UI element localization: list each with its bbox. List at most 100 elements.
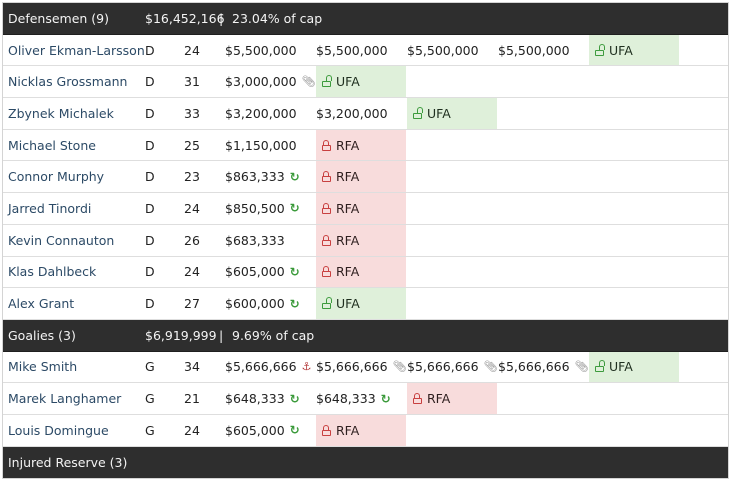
- paperclip-icon[interactable]: 📎︎: [574, 360, 589, 374]
- lock-open-icon: [595, 360, 605, 373]
- player-row: Mike Smith G 34 $5,666,666 ⚓︎ $5,666,666 📎…: [3, 351, 728, 384]
- salary-year-4: $5,500,000: [498, 42, 570, 58]
- section-title: Defensemen (9): [8, 10, 110, 26]
- player-name-link[interactable]: Jarred Tinordi: [8, 200, 92, 216]
- free-agent-status: UFA: [589, 34, 679, 66]
- player-age: 26: [184, 232, 200, 248]
- refresh-icon[interactable]: ↻: [380, 391, 391, 406]
- free-agent-status: RFA: [316, 193, 406, 224]
- player-age: 27: [184, 296, 200, 312]
- player-position: D: [145, 42, 155, 58]
- free-agent-status: UFA: [316, 288, 406, 319]
- section-header-defensemen: Defensemen (9) $16,452,166 | 23.04% of c…: [3, 3, 728, 35]
- free-agent-status: RFA: [316, 414, 406, 446]
- salary-year-1: $648,333 ↻: [225, 391, 300, 407]
- player-position: D: [145, 264, 155, 280]
- refresh-icon[interactable]: ↻: [289, 391, 300, 406]
- player-name-link[interactable]: Oliver Ekman-Larsson: [8, 42, 145, 58]
- section-title: Goalies (3): [8, 327, 76, 343]
- player-row: Louis Domingue G 24 $605,000 ↻ RFA: [3, 414, 728, 447]
- salary-year-1: $1,150,000: [225, 137, 297, 153]
- player-name-link[interactable]: Connor Murphy: [8, 169, 105, 185]
- lock-closed-icon: [322, 424, 332, 436]
- player-name-link[interactable]: Michael Stone: [8, 137, 96, 153]
- player-name-link[interactable]: Kevin Connauton: [8, 232, 115, 248]
- free-agent-status: RFA: [407, 383, 497, 414]
- lock-closed-icon: [322, 234, 332, 246]
- player-row: Jarred Tinordi D 24 $850,500 ↻ RFA: [3, 193, 728, 225]
- player-name-link[interactable]: Louis Domingue: [8, 422, 109, 438]
- salary-year-3: $5,666,666 📎︎: [407, 359, 498, 375]
- salary-year-1: $683,333: [225, 232, 285, 248]
- section-separator: |: [219, 10, 224, 26]
- paperclip-icon[interactable]: 📎︎: [392, 360, 407, 374]
- lock-open-icon: [595, 43, 605, 56]
- refresh-icon[interactable]: ↻: [289, 201, 300, 216]
- player-name-link[interactable]: Mike Smith: [8, 359, 78, 375]
- refresh-icon[interactable]: ↻: [289, 169, 300, 184]
- salary-year-1: $5,666,666 ⚓︎: [225, 359, 312, 375]
- player-position: D: [145, 200, 155, 216]
- lock-closed-icon: [322, 171, 332, 183]
- player-age: 23: [184, 169, 200, 185]
- paperclip-icon[interactable]: 📎︎: [483, 360, 498, 374]
- player-name-link[interactable]: Zbynek Michalek: [8, 105, 114, 121]
- player-row: Zbynek Michalek D 33 $3,200,000 $3,200,0…: [3, 98, 728, 130]
- player-position: D: [145, 137, 155, 153]
- salary-year-3: $5,500,000: [407, 42, 479, 58]
- paperclip-icon[interactable]: 📎︎: [301, 75, 316, 89]
- free-agent-status: RFA: [316, 161, 406, 193]
- player-name-link[interactable]: Nicklas Grossmann: [8, 74, 128, 90]
- player-row: Nicklas Grossmann D 31 $3,000,000 📎︎ UFA: [3, 66, 728, 99]
- salary-year-1: $600,000 ↻: [225, 296, 300, 312]
- player-name-link[interactable]: Marek Langhamer: [8, 391, 122, 407]
- lock-open-icon: [322, 297, 332, 310]
- salary-year-1: $605,000 ↻: [225, 264, 300, 280]
- free-agent-status: UFA: [316, 66, 406, 98]
- player-age: 24: [184, 200, 200, 216]
- salary-year-1: $5,500,000: [225, 42, 297, 58]
- refresh-icon[interactable]: ↻: [289, 264, 300, 279]
- player-row: Kevin Connauton D 26 $683,333 RFA: [3, 224, 728, 257]
- section-cap-pct: 23.04% of cap: [232, 10, 323, 26]
- player-name-link[interactable]: Alex Grant: [8, 296, 75, 312]
- player-name-link[interactable]: Klas Dahlbeck: [8, 264, 97, 280]
- salary-year-2: $5,500,000: [316, 42, 388, 58]
- player-age: 25: [184, 137, 200, 153]
- lock-closed-icon: [322, 266, 332, 278]
- salary-year-1: $3,200,000: [225, 105, 297, 121]
- player-position: G: [145, 391, 155, 407]
- salary-year-1: $605,000 ↻: [225, 422, 300, 438]
- lock-open-icon: [322, 75, 332, 88]
- section-header-injured-reserve: Injured Reserve (3): [3, 446, 728, 479]
- player-age: 34: [184, 359, 200, 375]
- salary-year-2: $648,333 ↻: [316, 391, 391, 407]
- player-position: D: [145, 169, 155, 185]
- section-cap-sum: $16,452,166: [145, 10, 225, 26]
- free-agent-status: RFA: [316, 224, 406, 256]
- player-position: D: [145, 232, 155, 248]
- player-age: 24: [184, 264, 200, 280]
- player-position: D: [145, 74, 155, 90]
- salary-year-1: $850,500 ↻: [225, 200, 300, 216]
- player-row: Marek Langhamer G 21 $648,333 ↻ $648,333 ↻…: [3, 383, 728, 415]
- lock-closed-icon: [322, 202, 332, 214]
- free-agent-status: RFA: [316, 256, 406, 288]
- player-age: 24: [184, 422, 200, 438]
- refresh-icon[interactable]: ↻: [289, 423, 300, 438]
- free-agent-status: UFA: [407, 98, 497, 129]
- refresh-icon[interactable]: ↻: [289, 296, 300, 311]
- player-row: Connor Murphy D 23 $863,333 ↻ RFA: [3, 161, 728, 194]
- player-position: D: [145, 105, 155, 121]
- section-header-goalies: Goalies (3) $6,919,999 | 9.69% of cap: [3, 319, 728, 352]
- salary-year-1: $3,000,000 📎︎: [225, 74, 316, 90]
- player-row: Alex Grant D 27 $600,000 ↻ UFA: [3, 288, 728, 320]
- salary-year-2: $5,666,666 📎︎: [316, 359, 407, 375]
- player-row: Klas Dahlbeck D 24 $605,000 ↻ RFA: [3, 256, 728, 289]
- section-separator: |: [219, 327, 224, 343]
- player-age: 24: [184, 42, 200, 58]
- section-title: Injured Reserve (3): [8, 454, 128, 470]
- free-agent-status: RFA: [316, 129, 406, 161]
- anchor-icon[interactable]: ⚓︎: [301, 360, 312, 374]
